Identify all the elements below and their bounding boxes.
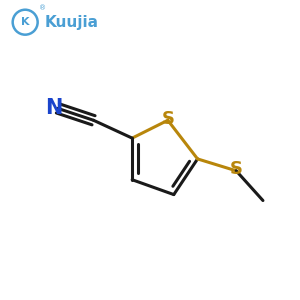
Text: N: N	[45, 98, 62, 118]
Text: S: S	[230, 160, 243, 178]
Text: Kuujia: Kuujia	[45, 15, 99, 30]
Text: S: S	[161, 110, 174, 128]
Text: K: K	[21, 17, 29, 27]
Text: ®: ®	[39, 5, 46, 11]
